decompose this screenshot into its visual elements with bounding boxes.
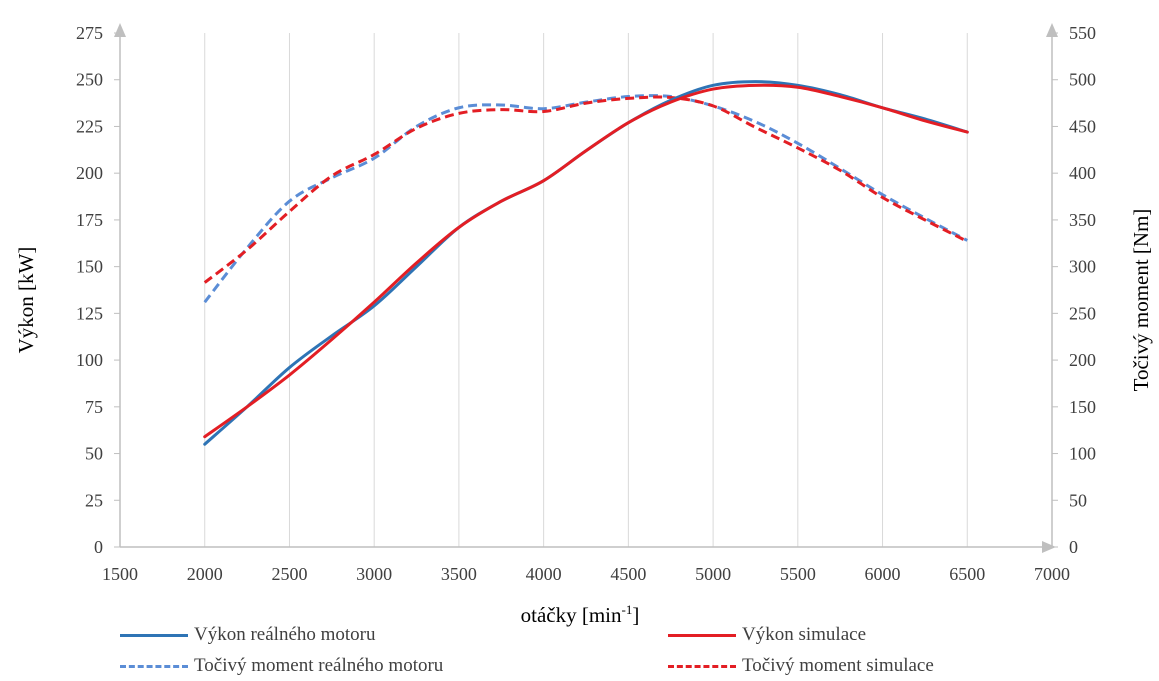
y-right-tick-label: 250: [1069, 303, 1096, 323]
x-tick-label: 2500: [271, 564, 307, 584]
y-left-tick-label: 175: [76, 210, 103, 230]
x-tick-label: 3000: [356, 564, 392, 584]
legend-item-power-real: Výkon reálného motoru: [120, 624, 376, 646]
x-axis-arrow-icon: [1042, 541, 1056, 553]
y-right-tick-label: 500: [1069, 70, 1096, 90]
series-line-3: [203, 95, 968, 284]
gridlines: [204, 33, 1053, 547]
x-tick-label: 5500: [780, 564, 816, 584]
series-lines: [203, 80, 969, 446]
y-right-tick-label: 150: [1069, 397, 1096, 417]
legend-item-torque-real: Točivý moment reálného motoru: [120, 655, 443, 677]
legend-label: Točivý moment reálného motoru: [194, 655, 444, 676]
y-right-tick-label: 200: [1069, 350, 1096, 370]
y-left-tick-label: 200: [76, 163, 103, 183]
x-tick-label: 2000: [187, 564, 223, 584]
y-right-tick-label: 550: [1069, 23, 1096, 43]
x-tick-label: 6500: [949, 564, 985, 584]
tick-labels: 1500 2000 2500 3000 3500 4000 4500 5000 5500 6000…: [76, 23, 1096, 584]
y-right-tick-label: 400: [1069, 163, 1096, 183]
x-axis-title: otáčky [min-1]: [521, 602, 640, 627]
y-left-tick-label: 0: [94, 537, 103, 557]
legend-label: Výkon reálného motoru: [194, 624, 376, 645]
y-left-tick-label: 150: [76, 257, 103, 277]
y-left-tick-label: 275: [76, 23, 103, 43]
y-right-tick-label: 100: [1069, 444, 1096, 464]
legend-line-icon: [120, 633, 188, 637]
series-line-0: [203, 80, 969, 446]
series-line-2: [203, 94, 968, 304]
x-tick-label: 4000: [526, 564, 562, 584]
y-axis-left-arrow-icon: [114, 23, 126, 37]
y-left-tick-label: 225: [76, 116, 103, 136]
legend-item-power-sim: Výkon simulace: [668, 624, 866, 646]
y-right-tick-label: 450: [1069, 116, 1096, 136]
x-tick-label: 4500: [610, 564, 646, 584]
y-left-tick-label: 25: [85, 490, 103, 510]
y-left-tick-label: 250: [76, 70, 103, 90]
x-tick-label: 6000: [865, 564, 901, 584]
y-left-tick-label: 50: [85, 444, 103, 464]
x-tick-label: 3500: [441, 564, 477, 584]
legend-dash-icon: [668, 664, 736, 668]
y-right-tick-label: 50: [1069, 490, 1087, 510]
y-left-tick-label: 75: [85, 397, 103, 417]
legend-label: Točivý moment simulace: [742, 655, 934, 676]
legend-label: Výkon simulace: [742, 624, 867, 645]
y-right-tick-label: 0: [1069, 537, 1078, 557]
y-left-tick-label: 100: [76, 350, 103, 370]
y-axis-left-title: Výkon [kW]: [14, 247, 38, 354]
y-left-tick-label: 125: [76, 303, 103, 323]
legend-item-torque-sim: Točivý moment simulace: [668, 655, 934, 677]
y-right-tick-label: 350: [1069, 210, 1096, 230]
legend-dash-icon: [120, 664, 188, 668]
x-tick-label: 1500: [102, 564, 138, 584]
y-axis-right-arrow-icon: [1046, 23, 1058, 37]
y-axis-right-title: Točivý moment [Nm]: [1129, 209, 1153, 392]
x-tick-label: 7000: [1034, 564, 1070, 584]
y-right-tick-label: 300: [1069, 257, 1096, 277]
axes: [114, 23, 1058, 553]
series-line-1: [203, 83, 969, 439]
x-tick-label: 5000: [695, 564, 731, 584]
legend-line-icon: [668, 633, 736, 637]
